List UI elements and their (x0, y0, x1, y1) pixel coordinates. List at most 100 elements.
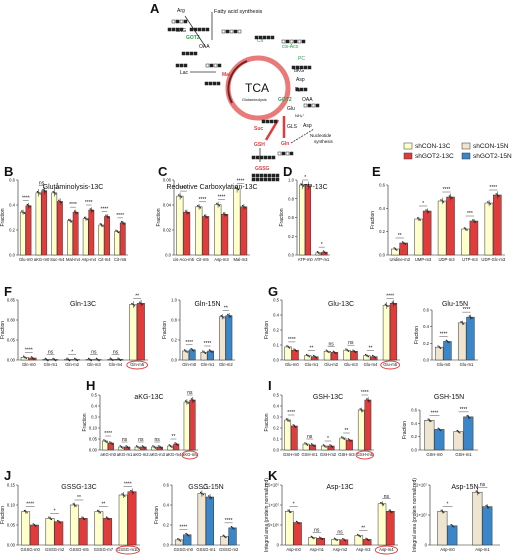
x-tick-label: Mal-m3 (234, 257, 249, 262)
x-tick-label: Gln-m1 (44, 362, 58, 367)
data-point (83, 518, 86, 521)
data-point (321, 538, 323, 541)
significance-label: * (205, 484, 207, 490)
atom-mark (189, 27, 194, 32)
y-tick-label: 0.15 (7, 483, 16, 488)
bar (357, 409, 365, 451)
data-point (353, 350, 356, 352)
data-point (230, 526, 233, 528)
data-point (44, 357, 46, 360)
data-point (416, 217, 419, 219)
data-point (293, 425, 296, 427)
data-point (119, 445, 121, 447)
bar (305, 185, 312, 256)
data-point (358, 534, 360, 537)
bar (35, 192, 42, 256)
atom-mark (259, 177, 264, 182)
data-point (292, 424, 294, 426)
x-tick-label: Glu-m0 (19, 257, 33, 262)
bar (414, 218, 423, 256)
bar (389, 303, 398, 361)
data-point (287, 346, 289, 348)
bar (343, 349, 351, 361)
significance-label: **** (431, 410, 439, 416)
bar (51, 192, 58, 256)
data-point (286, 345, 288, 347)
atom-mark (270, 35, 275, 40)
bar (129, 304, 138, 361)
data-point (323, 445, 326, 447)
data-point (60, 201, 63, 204)
data-point (23, 509, 26, 512)
met-pc: PC (298, 56, 305, 62)
data-point (190, 398, 193, 400)
data-point (110, 442, 112, 444)
significance-label: ns (307, 434, 313, 440)
data-point (210, 350, 212, 352)
data-point (243, 206, 245, 208)
data-point (469, 417, 471, 419)
atom-mark (233, 29, 238, 34)
data-point (174, 442, 176, 444)
atom-mark (208, 81, 213, 86)
x-tick-label: GSSG-m10 (117, 547, 139, 552)
bar (233, 188, 241, 256)
gln-asp-line (290, 128, 315, 144)
data-point (488, 507, 490, 509)
significance-label: * (447, 501, 449, 507)
data-point (32, 523, 34, 525)
x-tick-label: aKG-m3 (149, 452, 165, 457)
significance-label: ** (172, 434, 176, 440)
data-point (344, 540, 347, 542)
panel-title: Reductive Carboxylation-13C (166, 184, 257, 191)
data-point (441, 200, 443, 202)
bar (114, 231, 120, 256)
data-point (193, 350, 195, 352)
y-tick-label: 1.0 (288, 178, 294, 183)
data-point (306, 444, 309, 446)
data-point (304, 442, 306, 444)
significance-label: ** (135, 293, 139, 299)
bar (293, 522, 302, 546)
bar (82, 218, 89, 256)
data-point (367, 539, 370, 542)
significance-label: **** (361, 390, 369, 396)
data-point (74, 357, 76, 360)
data-point (106, 215, 108, 218)
data-point (446, 340, 449, 343)
data-point (184, 400, 187, 402)
significance-label: **** (101, 206, 109, 212)
data-point (26, 512, 28, 514)
highlight-ellipse (355, 450, 375, 460)
data-point (199, 491, 202, 494)
panel-label: F (4, 284, 12, 299)
data-point (381, 503, 383, 505)
atom-mark (237, 29, 242, 34)
data-point (109, 441, 111, 443)
data-point (393, 247, 395, 249)
data-point (139, 301, 141, 303)
data-point (185, 350, 187, 352)
y-tick-label: 0.00 (7, 358, 16, 363)
significance-label: ns (314, 528, 320, 534)
data-point (318, 536, 321, 538)
data-point (56, 519, 59, 522)
bar (386, 511, 395, 546)
significance-label: ns (187, 390, 193, 396)
atom-mark (275, 177, 280, 182)
data-point (27, 205, 30, 207)
significance-label: **** (104, 431, 112, 437)
x-tick-label: Glu-m5 (383, 362, 397, 367)
bar (182, 350, 190, 361)
significance-label: **** (204, 341, 212, 347)
data-point (310, 535, 313, 538)
bar (240, 206, 248, 256)
atom-mark (262, 35, 267, 40)
bar (354, 535, 364, 546)
data-point (178, 539, 180, 541)
data-point (186, 211, 188, 213)
data-point (456, 429, 458, 432)
bar (119, 222, 126, 256)
data-point (120, 446, 123, 448)
y-tick-label: 0.2 (288, 234, 294, 239)
